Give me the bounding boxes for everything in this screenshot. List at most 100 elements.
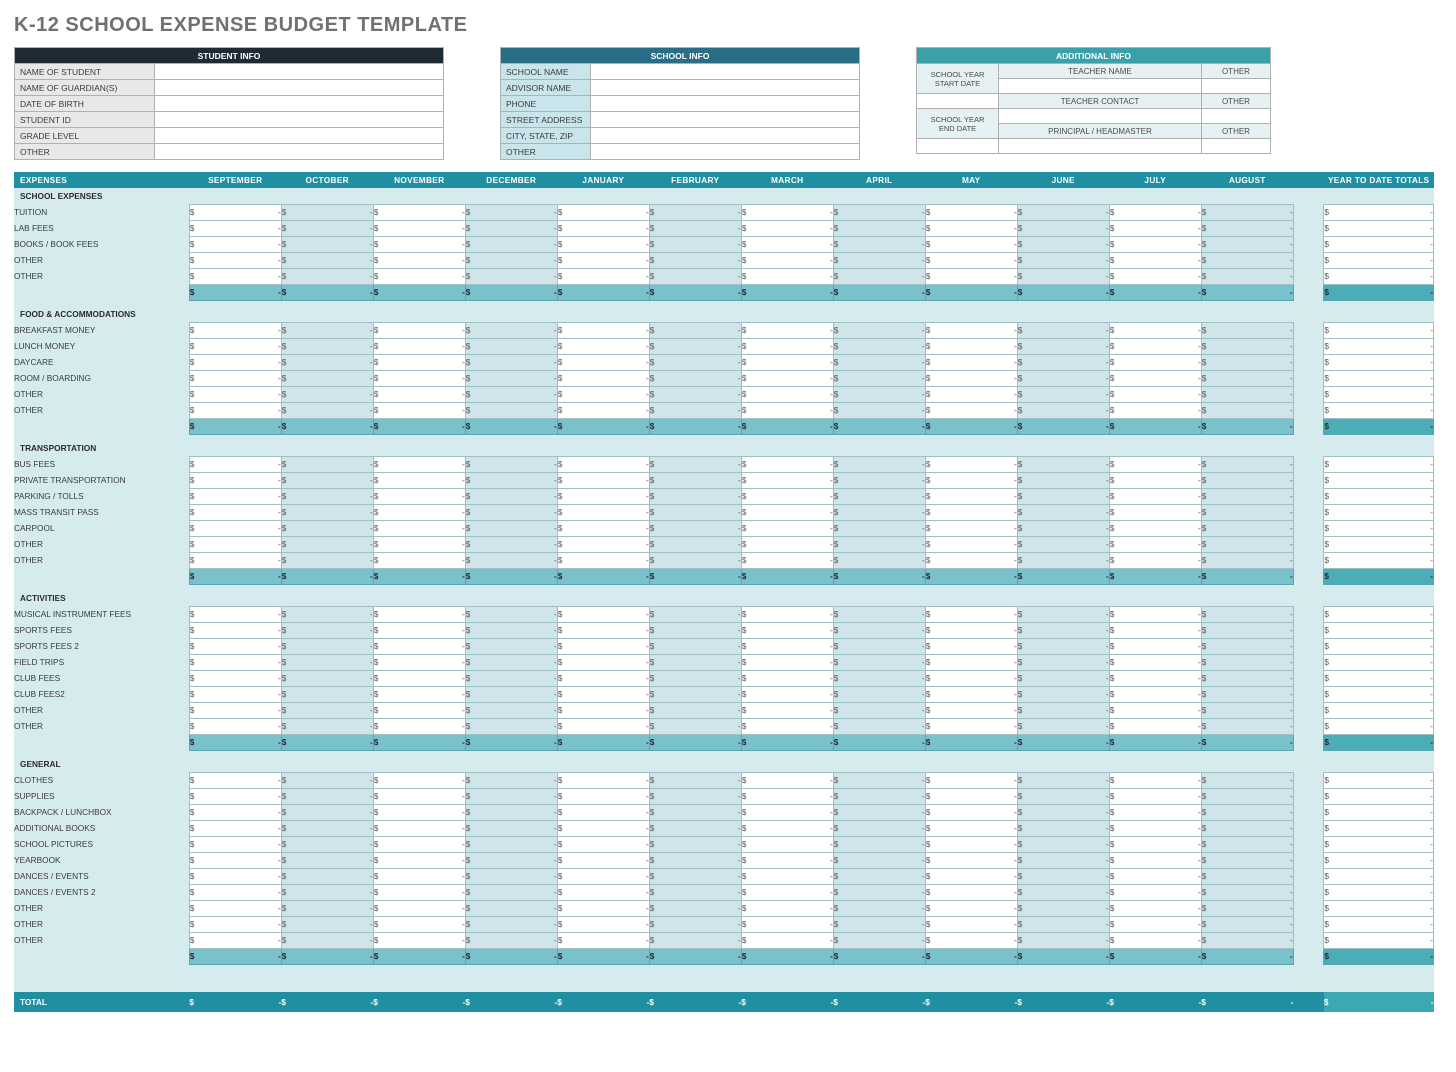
amount-cell[interactable]: $- [373, 536, 465, 552]
amount-cell[interactable]: $- [1109, 488, 1201, 504]
amount-cell[interactable]: $- [281, 402, 373, 418]
amount-cell[interactable]: $- [189, 622, 281, 638]
amount-cell[interactable]: $- [1017, 820, 1109, 836]
info-value[interactable] [591, 144, 860, 160]
amount-cell[interactable]: $- [1201, 820, 1293, 836]
amount-cell[interactable]: $- [465, 322, 557, 338]
amount-cell[interactable]: $- [833, 204, 925, 220]
amount-cell[interactable]: $- [925, 804, 1017, 820]
amount-cell[interactable]: $- [741, 820, 833, 836]
amount-cell[interactable]: $- [833, 836, 925, 852]
amount-cell[interactable]: $- [189, 386, 281, 402]
amount-cell[interactable]: $- [833, 220, 925, 236]
amount-cell[interactable]: $- [281, 804, 373, 820]
amount-cell[interactable]: $- [1017, 472, 1109, 488]
amount-cell[interactable]: $- [925, 670, 1017, 686]
amount-cell[interactable]: $- [1017, 456, 1109, 472]
amount-cell[interactable]: $- [465, 252, 557, 268]
amount-cell[interactable]: $- [281, 868, 373, 884]
amount-cell[interactable]: $- [373, 252, 465, 268]
amount-cell[interactable]: $- [1201, 370, 1293, 386]
amount-cell[interactable]: $- [189, 836, 281, 852]
amount-cell[interactable]: $- [741, 718, 833, 734]
amount-cell[interactable]: $- [465, 788, 557, 804]
amount-cell[interactable]: $- [281, 900, 373, 916]
amount-cell[interactable]: $- [1201, 236, 1293, 252]
amount-cell[interactable]: $- [557, 686, 649, 702]
amount-cell[interactable]: $- [1201, 638, 1293, 654]
addl-cell[interactable] [1201, 139, 1270, 154]
amount-cell[interactable]: $- [189, 488, 281, 504]
amount-cell[interactable]: $- [189, 504, 281, 520]
amount-cell[interactable]: $- [741, 370, 833, 386]
amount-cell[interactable]: $- [1201, 932, 1293, 948]
amount-cell[interactable]: $- [741, 606, 833, 622]
amount-cell[interactable]: $- [925, 852, 1017, 868]
amount-cell[interactable]: $- [557, 852, 649, 868]
amount-cell[interactable]: $- [465, 354, 557, 370]
amount-cell[interactable]: $- [925, 820, 1017, 836]
amount-cell[interactable]: $- [1109, 322, 1201, 338]
info-value[interactable] [155, 112, 444, 128]
amount-cell[interactable]: $- [925, 370, 1017, 386]
amount-cell[interactable]: $- [1017, 354, 1109, 370]
amount-cell[interactable]: $- [1201, 788, 1293, 804]
amount-cell[interactable]: $- [1017, 852, 1109, 868]
amount-cell[interactable]: $- [833, 638, 925, 654]
amount-cell[interactable]: $- [465, 718, 557, 734]
amount-cell[interactable]: $- [373, 456, 465, 472]
amount-cell[interactable]: $- [281, 386, 373, 402]
amount-cell[interactable]: $- [741, 536, 833, 552]
amount-cell[interactable]: $- [281, 268, 373, 284]
amount-cell[interactable]: $- [833, 654, 925, 670]
amount-cell[interactable]: $- [1017, 536, 1109, 552]
amount-cell[interactable]: $- [925, 252, 1017, 268]
amount-cell[interactable]: $- [1109, 402, 1201, 418]
amount-cell[interactable]: $- [741, 686, 833, 702]
amount-cell[interactable]: $- [1017, 252, 1109, 268]
amount-cell[interactable]: $- [1017, 520, 1109, 536]
amount-cell[interactable]: $- [465, 520, 557, 536]
amount-cell[interactable]: $- [1017, 686, 1109, 702]
amount-cell[interactable]: $- [925, 220, 1017, 236]
amount-cell[interactable]: $- [925, 488, 1017, 504]
amount-cell[interactable]: $- [741, 354, 833, 370]
amount-cell[interactable]: $- [281, 638, 373, 654]
amount-cell[interactable]: $- [373, 622, 465, 638]
amount-cell[interactable]: $- [925, 606, 1017, 622]
amount-cell[interactable]: $- [925, 916, 1017, 932]
amount-cell[interactable]: $- [189, 804, 281, 820]
amount-cell[interactable]: $- [1201, 220, 1293, 236]
amount-cell[interactable]: $- [281, 718, 373, 734]
amount-cell[interactable]: $- [649, 820, 741, 836]
amount-cell[interactable]: $- [189, 788, 281, 804]
amount-cell[interactable]: $- [925, 456, 1017, 472]
amount-cell[interactable]: $- [373, 670, 465, 686]
amount-cell[interactable]: $- [465, 804, 557, 820]
amount-cell[interactable]: $- [465, 852, 557, 868]
amount-cell[interactable]: $- [1201, 868, 1293, 884]
amount-cell[interactable]: $- [1109, 868, 1201, 884]
amount-cell[interactable]: $- [925, 386, 1017, 402]
amount-cell[interactable]: $- [1201, 804, 1293, 820]
amount-cell[interactable]: $- [1017, 718, 1109, 734]
amount-cell[interactable]: $- [741, 402, 833, 418]
amount-cell[interactable]: $- [1201, 836, 1293, 852]
amount-cell[interactable]: $- [557, 654, 649, 670]
amount-cell[interactable]: $- [465, 606, 557, 622]
amount-cell[interactable]: $- [833, 670, 925, 686]
amount-cell[interactable]: $- [1109, 654, 1201, 670]
amount-cell[interactable]: $- [373, 552, 465, 568]
amount-cell[interactable]: $- [925, 868, 1017, 884]
amount-cell[interactable]: $- [189, 354, 281, 370]
amount-cell[interactable]: $- [741, 386, 833, 402]
amount-cell[interactable]: $- [189, 932, 281, 948]
amount-cell[interactable]: $- [741, 772, 833, 788]
amount-cell[interactable]: $- [557, 488, 649, 504]
amount-cell[interactable]: $- [465, 338, 557, 354]
amount-cell[interactable]: $- [925, 236, 1017, 252]
amount-cell[interactable]: $- [1017, 338, 1109, 354]
amount-cell[interactable]: $- [1017, 204, 1109, 220]
amount-cell[interactable]: $- [925, 638, 1017, 654]
amount-cell[interactable]: $- [1017, 220, 1109, 236]
